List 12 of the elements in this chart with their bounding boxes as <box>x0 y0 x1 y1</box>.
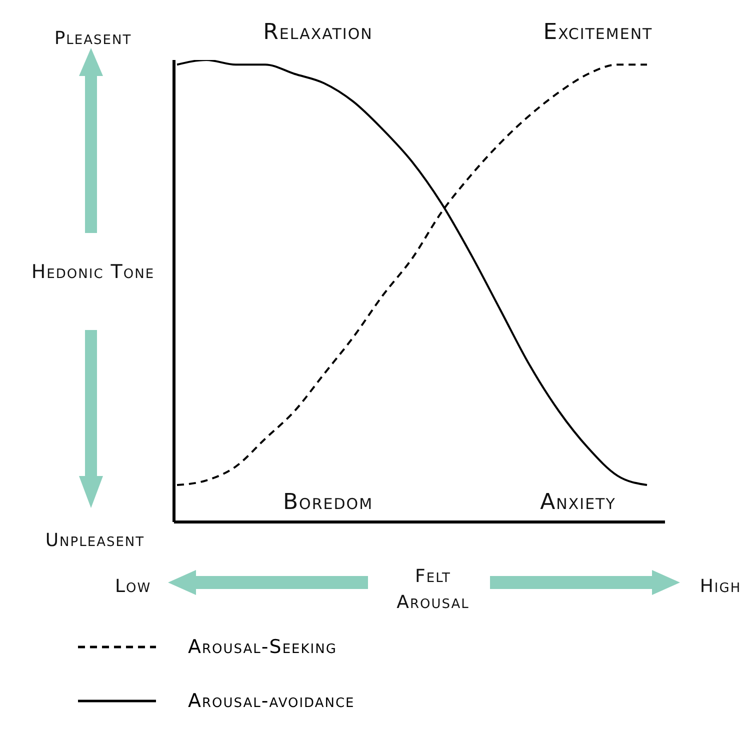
text: Pleasent <box>53 28 133 49</box>
text: Unpleasent <box>44 530 146 551</box>
legend-label: Arousal-avoidance <box>188 690 355 712</box>
text: Relaxation <box>262 20 374 45</box>
y-axis-title: Hedonic Tone <box>30 260 156 285</box>
legend-label: Arousal-Seeking <box>188 636 337 658</box>
text: High <box>698 576 742 597</box>
annotation: Anxiety <box>539 490 617 515</box>
x-axis-title: Felt Arousal <box>396 565 470 615</box>
text: Low <box>114 576 152 597</box>
text: Excitement <box>542 20 654 45</box>
annotation: Boredom <box>282 490 374 515</box>
